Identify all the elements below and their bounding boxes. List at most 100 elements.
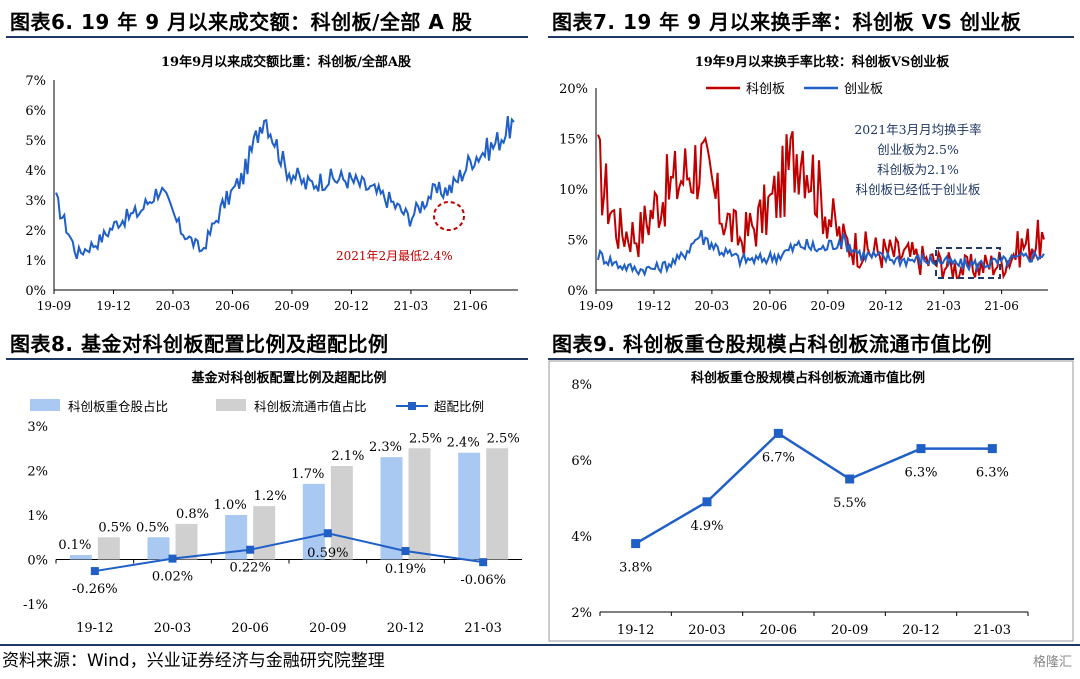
x-tick-label: 20-03 [688, 623, 725, 638]
x-tick-label: 21-03 [394, 299, 429, 313]
y-tick-label: 3% [27, 420, 48, 435]
chart-title: 19年9月以来成交额比重：科创板/全部A股 [161, 54, 411, 70]
x-tick-label: 20-03 [695, 299, 730, 313]
x-tick-label: 20-09 [275, 299, 310, 313]
y-tick-label: 0% [567, 284, 588, 299]
x-tick-label: 20-06 [753, 299, 788, 313]
bar [69, 555, 92, 560]
x-tick-label: 20-09 [831, 623, 868, 638]
y-tick-label: 1% [27, 509, 48, 524]
banner: 图表9. 科创板重仓股规模占科创板流通市值比例 [548, 326, 1074, 360]
data-label: 4.9% [690, 519, 723, 534]
x-tick-label: 19-12 [76, 621, 113, 636]
data-label: 2.4% [447, 436, 480, 451]
low-point-marker [433, 201, 465, 231]
data-label: 0.02% [152, 570, 193, 585]
y-tick-label: 6% [25, 104, 46, 119]
x-tick-label: 20-03 [154, 621, 191, 636]
x-tick-label: 20-06 [760, 623, 797, 638]
bar [408, 448, 431, 560]
line-marker [631, 539, 641, 549]
x-tick-label: 21-06 [453, 299, 488, 313]
line-marker [323, 529, 332, 538]
data-label: 6.7% [762, 450, 795, 465]
x-tick-label: 20-09 [309, 621, 346, 636]
data-label: 0.5% [136, 520, 169, 535]
y-tick-label: 2% [25, 224, 46, 239]
x-tick-label: 21-06 [984, 299, 1019, 313]
banner-title: 图表9. 科创板重仓股规模占科创板流通市值比例 [552, 332, 992, 356]
legend-label: 科创板流通市值占比 [254, 399, 367, 414]
line-marker [845, 474, 855, 484]
y-tick-label: 7% [25, 74, 46, 89]
chart-title: 基金对科创板配置比例及超配比例 [190, 370, 386, 386]
legend-label: 科创板重仓股占比 [68, 399, 168, 414]
x-tick-label: 20-06 [215, 299, 250, 313]
x-tick-label: 19-12 [617, 623, 654, 638]
chart-panel-7: 图表7. 19 年 9 月以来换手率：科创板 VS 创业板 19年9月以来换手率… [548, 4, 1074, 313]
y-tick-label: 4% [571, 530, 592, 545]
line-marker [168, 554, 177, 563]
x-tick-label: 20-09 [810, 299, 845, 313]
x-tick-label: 20-12 [387, 621, 424, 636]
bar [225, 515, 248, 560]
legend-label: 创业板 [844, 82, 883, 97]
x-tick-label: 20-12 [902, 623, 939, 638]
annotation-line: 创业板为2.5% [877, 142, 959, 157]
data-label: 0.8% [176, 507, 209, 522]
data-label: 0.59% [307, 546, 348, 561]
line-marker [916, 444, 926, 454]
bar [253, 506, 276, 560]
bar [458, 452, 481, 560]
y-tick-label: 0% [27, 554, 48, 569]
y-tick-label: 5% [25, 134, 46, 149]
series-line [55, 115, 515, 260]
data-label: 6.3% [904, 466, 937, 481]
line-marker [90, 567, 99, 576]
series-line [94, 532, 484, 573]
y-tick-label: 2% [571, 606, 592, 621]
y-tick-label: 6% [571, 454, 592, 469]
data-label: 0.19% [385, 562, 426, 577]
annotation-line: 科创板为2.1% [877, 162, 959, 177]
line-marker [246, 545, 255, 554]
annotation-line: 科创板已经低于创业板 [855, 182, 981, 197]
line-marker [773, 428, 783, 438]
chart-title: 科创板重仓股规模占科创板流通市值比例 [691, 370, 925, 386]
chart-7-svg: 19年9月以来换手率比较：科创板VS创业板 0% 5% 10% 15% 20% 19-09 1… [559, 54, 1048, 313]
chart-panel-9: 图表9. 科创板重仓股规模占科创板流通市值比例 科创板重仓股规模占科创板流通市值… [548, 326, 1074, 642]
highlight-box [935, 247, 1001, 279]
banner-title: 图表6. 19 年 9 月以来成交额：科创板/全部 A 股 [10, 10, 473, 34]
source-note: 资料来源：Wind，兴业证券经济与金融研究院整理 [2, 651, 385, 671]
banner-title: 图表7. 19 年 9 月以来换手率：科创板 VS 创业板 [552, 10, 1022, 34]
y-tick-label: 15% [559, 133, 588, 148]
source-divider [0, 644, 1080, 646]
chart-6-svg: 19年9月以来成交额比重：科创板/全部A股 0% 1% 2% 3% 4% 5% 6% 7% 19-… [25, 54, 518, 313]
line-marker [401, 547, 410, 556]
legend-label: 超配比例 [434, 399, 484, 414]
chart-frame [548, 360, 1074, 642]
bar [380, 457, 403, 560]
data-label: 5.5% [833, 496, 866, 511]
bar [175, 523, 198, 560]
legend-swatch [216, 399, 246, 411]
legend-label: 科创板 [746, 82, 785, 97]
y-tick-label: 0% [25, 284, 46, 299]
annotation-line: 2021年3月月均换手率 [854, 122, 981, 137]
banner: 图表7. 19 年 9 月以来换手率：科创板 VS 创业板 [548, 4, 1074, 38]
data-label: 0.22% [230, 561, 271, 576]
y-tick-label: 20% [559, 82, 588, 97]
data-label: 3.8% [619, 561, 652, 576]
annotation-text: 2021年2月最低2.4% [336, 249, 453, 263]
chart-9-svg: 科创板重仓股规模占科创板流通市值比例 2% 4% 6% 8% 19-12 20-03 20-0… [548, 360, 1074, 642]
data-label: 1.2% [254, 489, 287, 504]
data-label: 2.1% [331, 449, 364, 464]
y-tick-label: 3% [25, 194, 46, 209]
data-label: 1.0% [214, 498, 247, 513]
banner: 图表8. 基金对科创板配置比例及超配比例 [6, 326, 528, 360]
line-marker [479, 558, 488, 567]
data-label: 2.3% [369, 440, 402, 455]
x-tick-label: 19-09 [37, 299, 72, 313]
line-marker [702, 497, 712, 507]
x-tick-label: 20-03 [156, 299, 191, 313]
